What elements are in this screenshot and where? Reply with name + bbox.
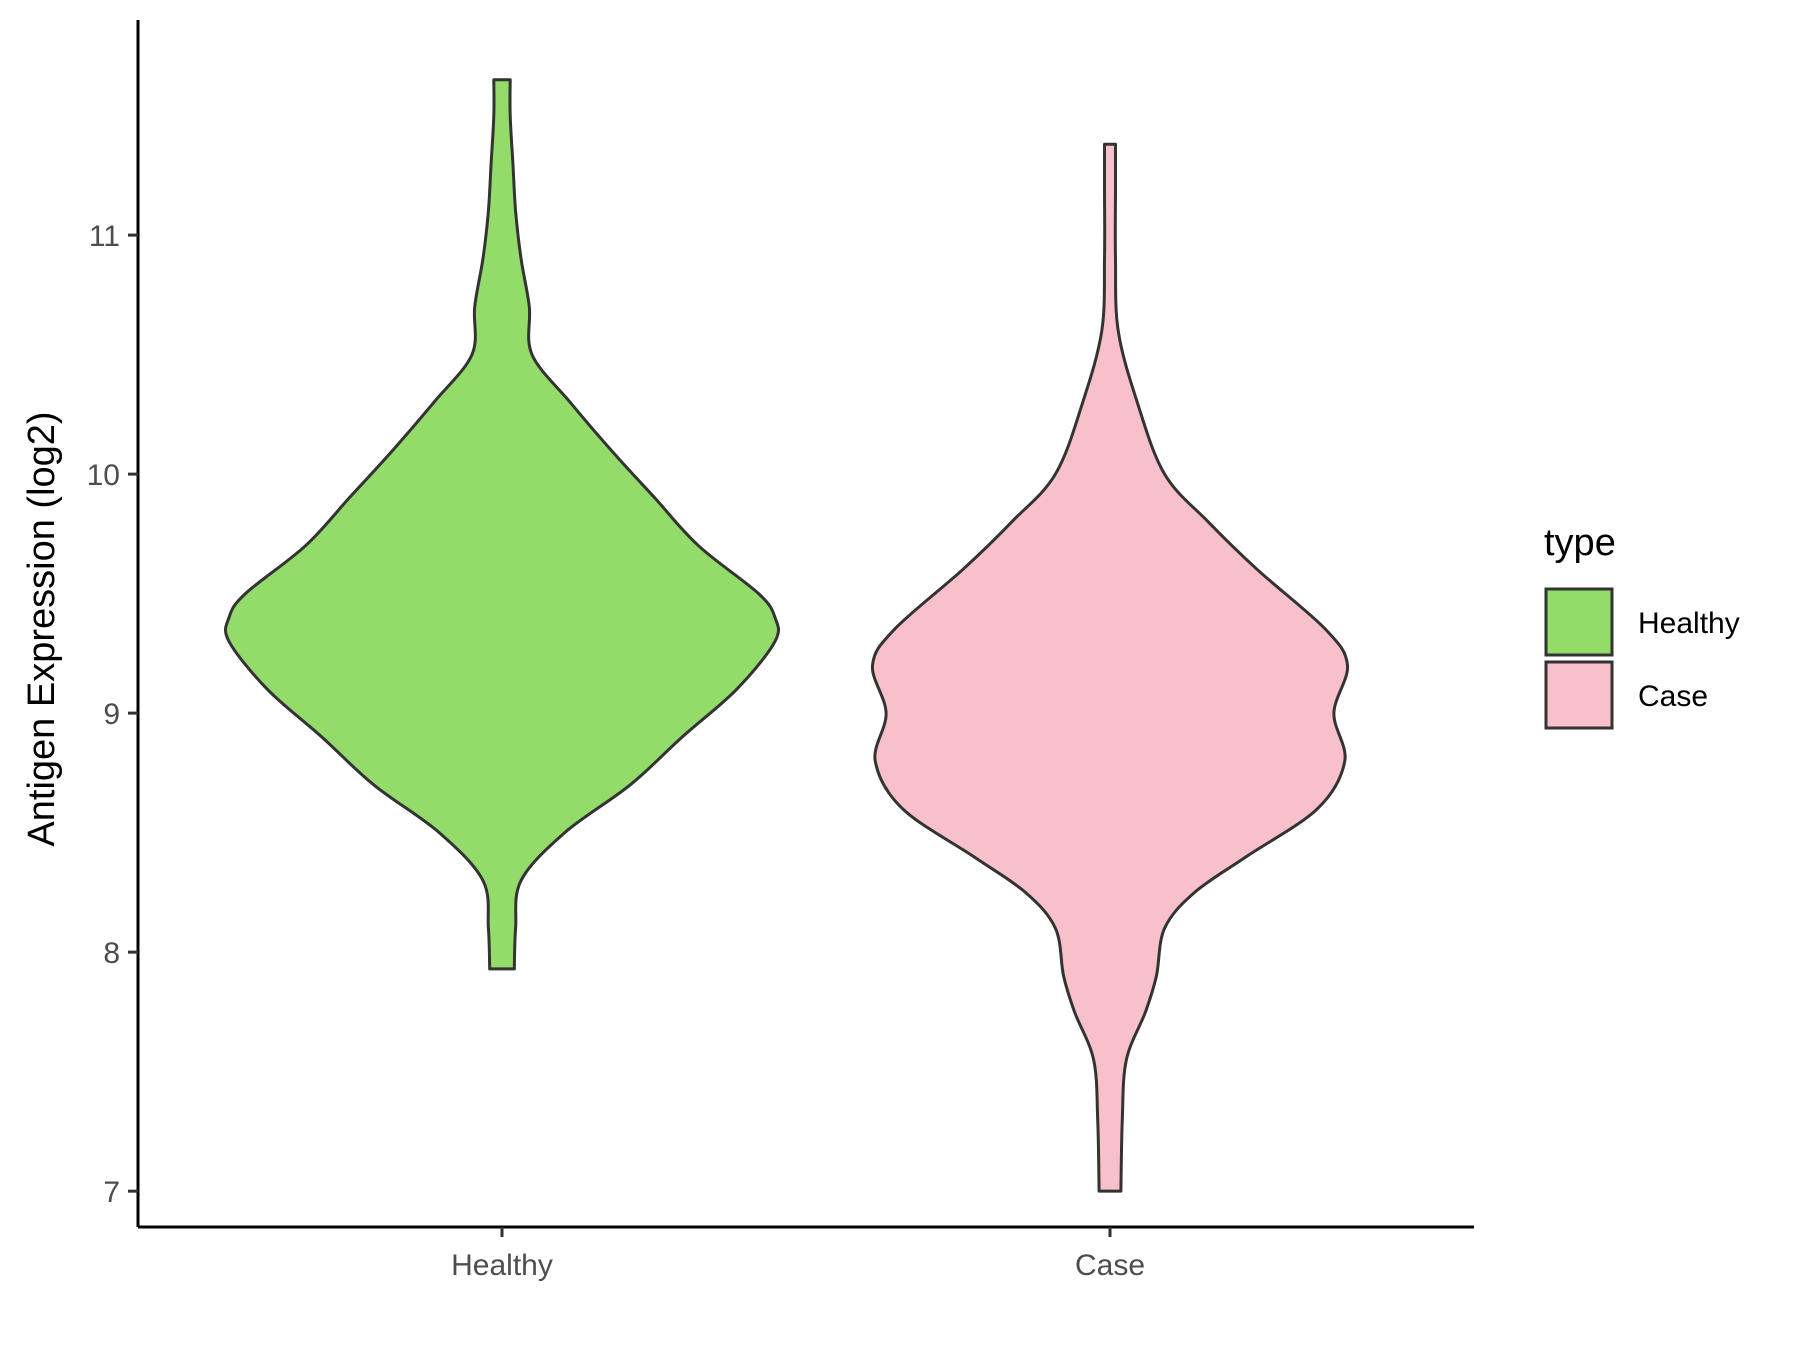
x-tick-label-healthy: Healthy [451,1249,553,1282]
axes-layer: 7 8 9 10 11 Healthy Case [87,20,1474,1282]
y-tick-label-9: 9 [103,698,120,731]
legend-key-healthy [1544,587,1614,657]
legend-key-case [1544,660,1614,730]
legend-title: type [1544,522,1616,564]
violin-layer [223,78,1350,1193]
legend-label-case: Case [1638,680,1708,713]
violin-healthy [223,78,781,971]
legend-label-healthy: Healthy [1638,607,1740,640]
y-tick-label-7: 7 [103,1176,120,1209]
legend: type Healthy Case [1544,522,1740,730]
violin-case [870,142,1350,1193]
x-tick-label-case: Case [1075,1249,1145,1282]
legend-entries: Healthy Case [1544,587,1740,730]
y-axis-title: Antigen Expression (log2) [21,411,63,846]
y-tick-label-8: 8 [103,937,120,970]
y-tick-label-10: 10 [87,459,120,492]
y-tick-label-11: 11 [89,220,120,253]
